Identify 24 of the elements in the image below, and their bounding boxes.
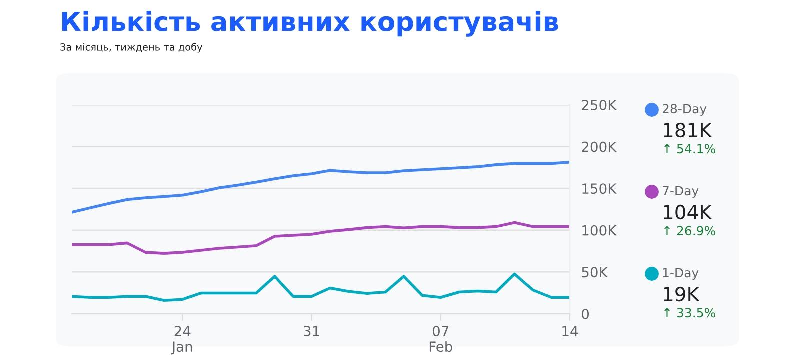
text: ↑ 26.9% bbox=[664, 226, 716, 236]
chart-subtitle: За місяць, тиждень та добу bbox=[60, 43, 202, 53]
chart-title: Кількість активних користувачів bbox=[62, 11, 558, 37]
line-series bbox=[72, 221, 570, 255]
y-tick-label: 100K bbox=[582, 225, 618, 236]
text: 19K bbox=[664, 286, 700, 302]
y-tick-label: 0 bbox=[582, 308, 590, 320]
y-tick-label: 200K bbox=[582, 142, 618, 152]
x-tick-label: 14 bbox=[562, 326, 578, 336]
legend-label: 28-Day bbox=[662, 104, 707, 116]
legend-label: 1-Day bbox=[663, 268, 699, 280]
y-tick-label: 250K bbox=[582, 100, 618, 110]
legend-label: 7-Day bbox=[663, 186, 699, 198]
x-tick-label: 31 bbox=[304, 326, 320, 337]
x-tick-label: 24 Jan bbox=[171, 326, 192, 355]
line-series bbox=[72, 272, 570, 302]
text: ↑ 54.1% bbox=[664, 144, 716, 154]
text: 104K bbox=[664, 204, 712, 220]
text: 181K bbox=[664, 122, 712, 138]
line-series bbox=[72, 160, 570, 214]
x-tick-label: 07 Feb bbox=[430, 326, 452, 352]
y-tick-label: 150K bbox=[582, 184, 618, 194]
text: ↑ 33.5% bbox=[664, 308, 716, 318]
y-tick-label: 50K bbox=[582, 267, 608, 278]
